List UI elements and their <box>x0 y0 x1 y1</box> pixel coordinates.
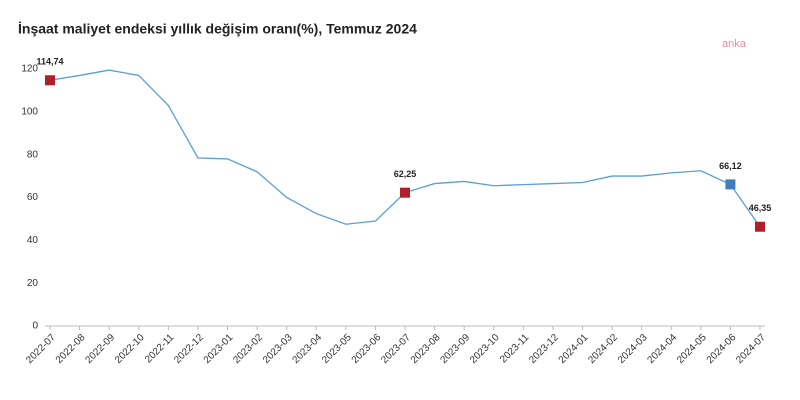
marker <box>755 221 765 232</box>
x-tick-label: 2024-06 <box>705 332 739 366</box>
marker <box>400 187 410 198</box>
data-label: 62,25 <box>394 169 417 179</box>
data-label: 46,35 <box>749 203 772 213</box>
y-tick-label: 20 <box>27 278 39 289</box>
x-tick-label: 2024-05 <box>675 332 709 366</box>
x-tick-label: 2023-03 <box>261 332 295 366</box>
x-tick-label: 2024-03 <box>616 332 650 366</box>
data-label: 66,12 <box>719 161 742 171</box>
x-tick-label: 2023-07 <box>379 332 413 366</box>
watermark: anka <box>722 38 747 50</box>
chart-title: İnşaat maliyet endeksi yıllık değişim or… <box>18 21 417 37</box>
x-tick-label: 2023-09 <box>438 332 472 366</box>
x-tick-label: 2023-04 <box>291 332 325 366</box>
marker <box>725 179 736 190</box>
x-tick-label: 2023-10 <box>468 332 502 366</box>
x-tick-label: 2023-05 <box>320 332 354 366</box>
x-tick-label: 2022-09 <box>83 332 117 366</box>
y-tick-label: 40 <box>27 235 39 246</box>
y-tick-label: 0 <box>32 321 38 332</box>
x-tick-label: 2023-12 <box>527 332 561 366</box>
x-tick-label: 2023-08 <box>409 332 443 366</box>
x-tick-label: 2023-01 <box>202 332 236 366</box>
x-tick-label: 2024-01 <box>557 332 591 366</box>
x-tick-label: 2022-08 <box>54 332 88 366</box>
x-tick-label: 2022-12 <box>172 332 206 366</box>
y-tick-label: 80 <box>27 149 39 160</box>
y-tick-label: 60 <box>27 192 39 203</box>
x-tick-label: 2024-02 <box>586 332 620 366</box>
x-tick-label: 2022-07 <box>24 332 58 366</box>
y-tick-label: 100 <box>21 106 38 117</box>
x-tick-label: 2023-06 <box>350 332 384 366</box>
x-tick-label: 2024-04 <box>646 332 680 366</box>
data-label: 114,74 <box>36 57 63 67</box>
line <box>49 69 761 228</box>
x-tick-label: 2023-11 <box>498 332 532 366</box>
x-tick-label: 2023-02 <box>231 332 265 366</box>
marker <box>45 75 55 86</box>
x-tick-label: 2022-11 <box>143 332 177 366</box>
x-tick-label: 2022-10 <box>113 332 147 366</box>
x-tick-label: 2024-07 <box>734 332 768 366</box>
y-tick-label: 120 <box>21 64 38 75</box>
